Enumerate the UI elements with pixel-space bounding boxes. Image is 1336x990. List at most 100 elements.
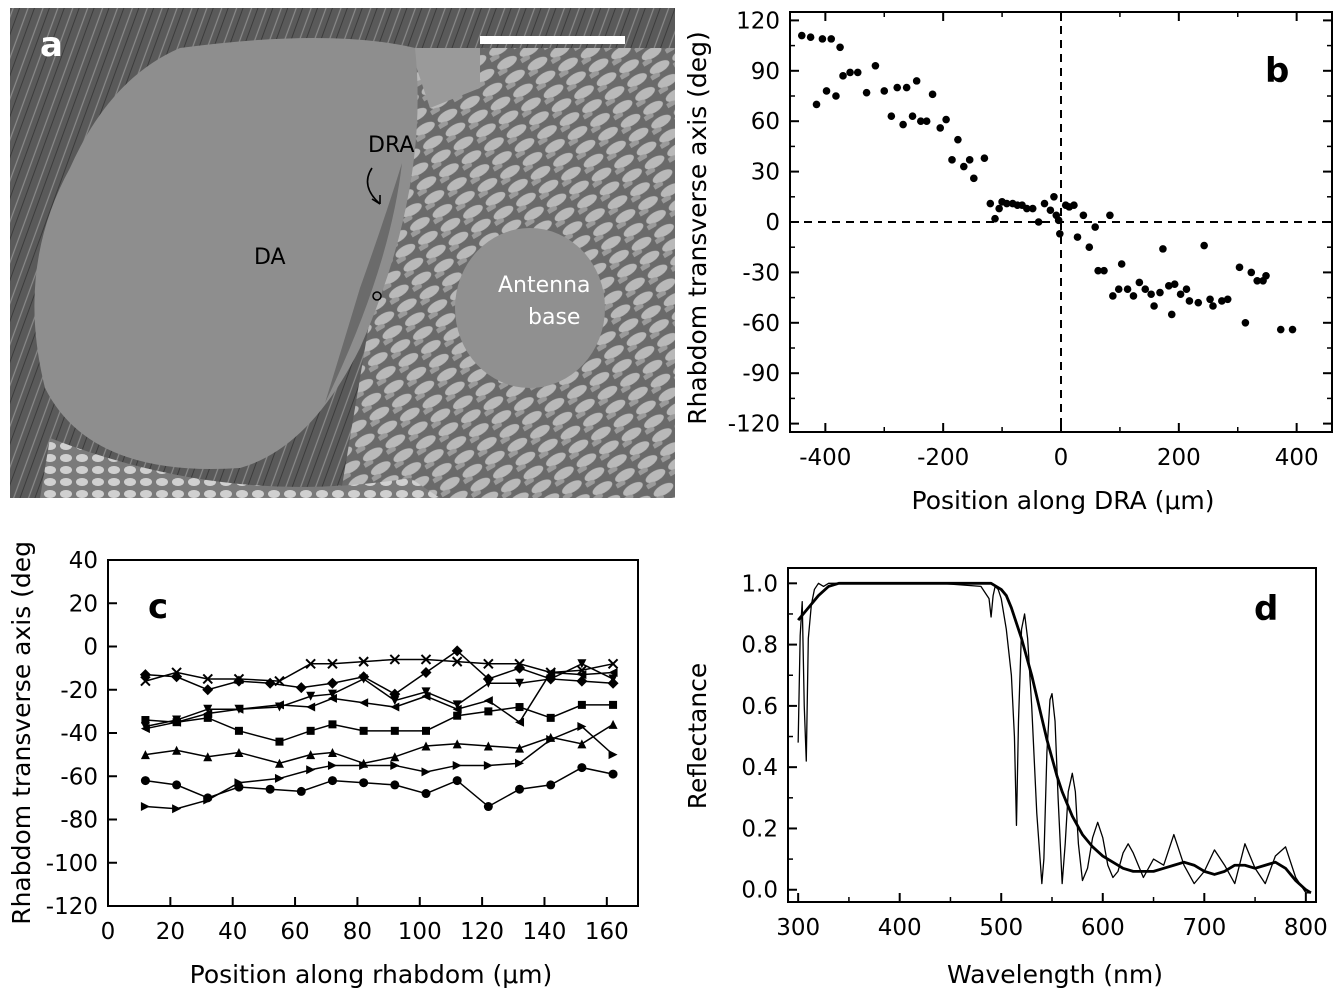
- b-data-point: [1288, 325, 1297, 334]
- b-data-point: [1100, 266, 1108, 275]
- c-ytick-label: -120: [46, 894, 98, 920]
- c-marker-x: [607, 658, 619, 670]
- c-marker-triangle-right: [515, 758, 525, 768]
- c-marker-x: [420, 654, 432, 665]
- c-marker-diamond: [576, 675, 588, 687]
- c-xtick-label: 40: [218, 919, 247, 945]
- c-marker-triangle-up: [140, 750, 150, 760]
- d-series-thin: [797, 582, 1311, 894]
- c-marker-triangle-left: [608, 667, 618, 677]
- c-marker-triangle-up: [327, 747, 337, 757]
- b-data-point: [1050, 193, 1058, 201]
- c-marker-diamond: [420, 666, 432, 678]
- b-data-point: [836, 43, 844, 52]
- b-data-point: [1262, 271, 1270, 280]
- b-data-point: [942, 115, 950, 124]
- c-xtick-label: 120: [460, 919, 504, 945]
- c-marker-triangle-up: [172, 745, 182, 755]
- c-marker-x-stroke: [327, 658, 338, 670]
- c-marker-diamond: [326, 677, 338, 689]
- b-xtick-label: 200: [1157, 445, 1201, 471]
- d-xtick-label: 800: [1284, 915, 1328, 941]
- c-marker-square: [234, 726, 243, 735]
- c-ytick-label: -100: [46, 851, 98, 877]
- b-data-point: [1182, 285, 1191, 294]
- b-data-point: [1129, 292, 1138, 300]
- c-marker-triangle-right: [452, 760, 462, 770]
- micrograph-image: a DRA DA Antenna base: [10, 8, 675, 498]
- panel-a-micrograph: a DRA DA Antenna base: [10, 8, 675, 498]
- d-plot-frame: [787, 567, 1317, 903]
- d-series-thick: [797, 581, 1312, 895]
- b-data-point: [1034, 218, 1043, 226]
- c-marker-triangle-left: [452, 704, 462, 714]
- b-data-point: [1091, 223, 1099, 231]
- c-marker-circle: [327, 776, 337, 786]
- c-ytick-label: 0: [83, 635, 98, 661]
- b-data-point: [812, 100, 821, 109]
- c-marker-triangle-down: [359, 674, 369, 684]
- c-marker-square: [141, 716, 150, 725]
- c-marker-triangle-left: [359, 698, 369, 708]
- b-data-point: [1185, 297, 1194, 305]
- c-xtick-label: 0: [101, 919, 116, 945]
- c-marker-triangle-left: [140, 724, 150, 734]
- c-marker-diamond: [233, 675, 245, 687]
- c-ytick-label: -20: [60, 678, 98, 704]
- c-xtick-label: 20: [156, 919, 185, 945]
- c-ytick-label: -80: [60, 808, 98, 834]
- c-marker-triangle-right: [140, 802, 150, 812]
- c-marker-square: [453, 711, 462, 720]
- b-data-point: [1176, 290, 1185, 299]
- c-series-line: [145, 766, 614, 808]
- c-marker-triangle-right: [546, 734, 556, 744]
- b-data-point: [902, 83, 911, 92]
- panel-letter-a: a: [40, 25, 63, 65]
- c-marker-diamond: [514, 662, 526, 674]
- c-marker-triangle-up: [306, 750, 316, 760]
- d-x-axis-label: Wavelength (nm): [947, 960, 1163, 989]
- c-marker-diamond: [295, 682, 307, 694]
- b-data-point: [1241, 319, 1250, 327]
- chart-d: d Wavelength (nm) Reflectance 300 400 500 6…: [683, 567, 1328, 989]
- d-ytick-label: 0.2: [741, 816, 778, 842]
- d-ytick-label: 0.0: [741, 878, 778, 904]
- d-ytick-label: 0.4: [741, 755, 778, 781]
- c-series-line: [145, 671, 614, 730]
- chart-c: c Position along rhabdom (μm) Rhabdom tr…: [7, 540, 639, 989]
- b-x-axis-label: Position along DRA (μm): [912, 486, 1215, 515]
- b-y-axis-label: Rhabdom transverse axis (deg): [683, 31, 712, 425]
- c-marker-circle: [140, 776, 150, 786]
- c-marker-x-stroke: [576, 665, 588, 676]
- b-data-point: [1135, 278, 1144, 287]
- b-data-point: [1114, 285, 1123, 294]
- c-marker-triangle-down: [203, 704, 213, 714]
- c-marker-triangle-left: [390, 702, 400, 712]
- c-marker-triangle-down: [577, 659, 587, 669]
- d-ytick-label: 1.0: [741, 571, 778, 597]
- b-data-point: [1276, 325, 1285, 334]
- c-marker-triangle-right: [421, 767, 431, 777]
- c-marker-x-stroke: [451, 656, 463, 667]
- b-data-point: [980, 154, 989, 162]
- c-marker-triangle-down: [421, 687, 431, 697]
- b-data-point: [1079, 211, 1088, 220]
- b-xtick-label: 400: [1275, 445, 1319, 471]
- b-ytick-label: -60: [742, 311, 780, 337]
- b-data-point: [853, 68, 862, 77]
- c-series-line: [145, 704, 614, 743]
- b-data-point: [936, 124, 945, 132]
- c-marker-diamond: [389, 688, 401, 700]
- b-data-point: [1056, 229, 1064, 238]
- d-xtick-label: 700: [1182, 915, 1226, 941]
- c-marker-square: [172, 718, 181, 727]
- c-marker-diamond: [139, 669, 151, 681]
- c-marker-square: [328, 720, 337, 729]
- b-data-point: [887, 112, 896, 120]
- c-marker-x: [358, 656, 369, 667]
- b-data-point: [822, 87, 831, 95]
- c-marker-square: [306, 726, 315, 735]
- c-marker-x: [305, 658, 316, 670]
- b-data-point: [1200, 241, 1208, 250]
- b-data-point: [1223, 295, 1232, 304]
